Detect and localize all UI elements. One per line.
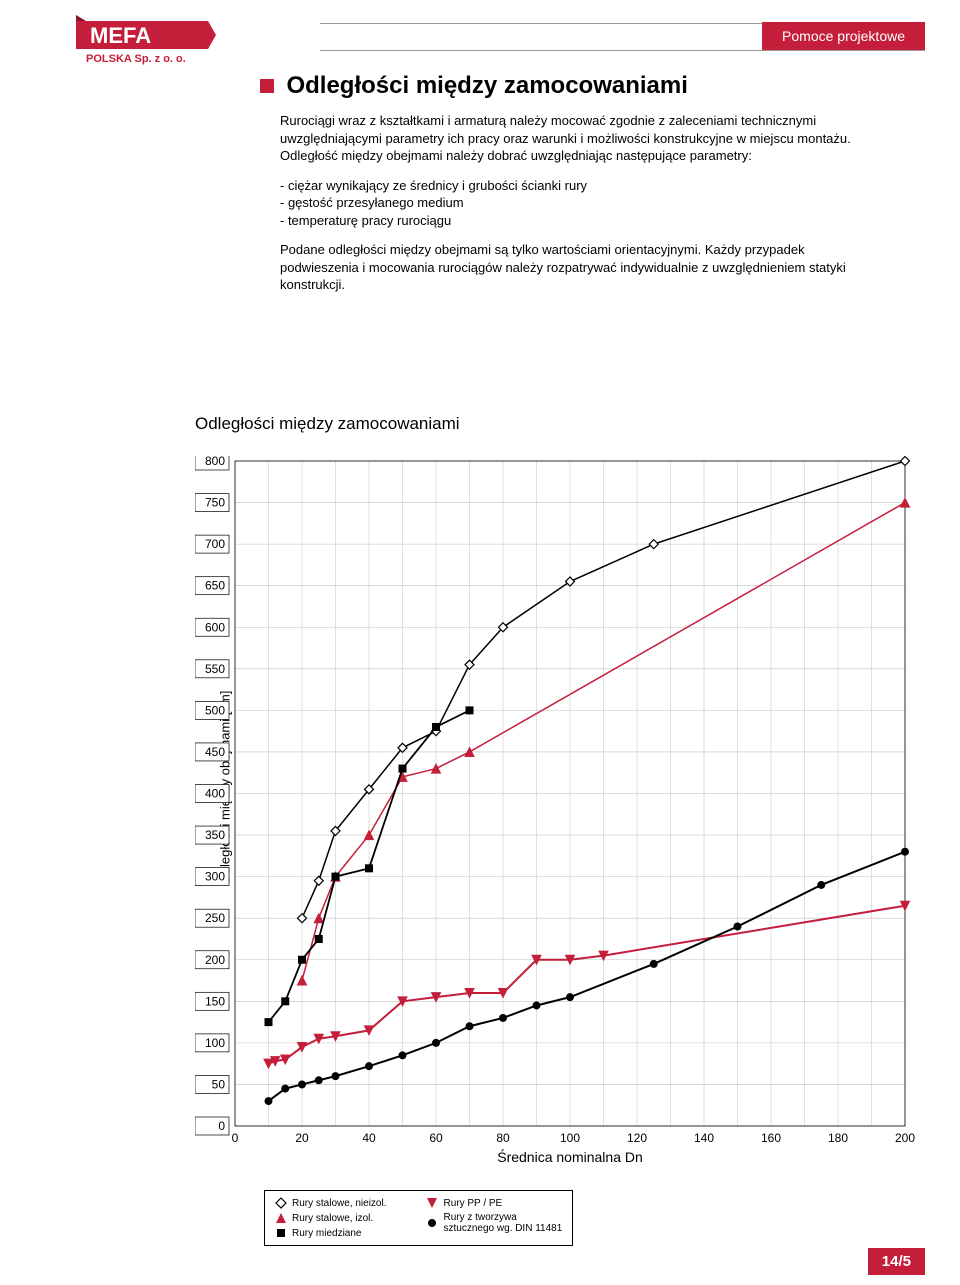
body-text: Rurociągi wraz z kształtkami i armaturą … [280,112,860,306]
legend-item: Rury stalowe, nieizol. [275,1197,386,1209]
svg-text:200: 200 [205,953,225,967]
page-header: MEFA POLSKA Sp. z o. o. Pomoce projektow… [0,10,960,60]
svg-text:350: 350 [205,828,225,842]
svg-text:0: 0 [232,1131,239,1145]
svg-text:500: 500 [205,703,225,717]
svg-text:400: 400 [205,787,225,801]
svg-text:50: 50 [212,1077,226,1091]
svg-text:80: 80 [496,1131,510,1145]
svg-text:160: 160 [761,1131,781,1145]
svg-text:100: 100 [560,1131,580,1145]
svg-text:150: 150 [205,994,225,1008]
logo-main: MEFA [90,23,151,48]
svg-text:120: 120 [627,1131,647,1145]
header-badge: Pomoce projektowe [762,22,925,50]
svg-text:60: 60 [429,1131,443,1145]
page-number: 14/5 [868,1248,925,1275]
title-block: Odległości między zamocowaniami [260,72,896,100]
svg-text:0: 0 [218,1119,225,1133]
para-1: Rurociągi wraz z kształtkami i armaturą … [280,112,860,165]
svg-text:Średnica nominalna Dn: Średnica nominalna Dn [497,1148,643,1165]
svg-text:40: 40 [362,1131,376,1145]
svg-text:600: 600 [205,620,225,634]
svg-text:100: 100 [205,1036,225,1050]
svg-text:700: 700 [205,537,225,551]
legend-item: Rury PP / PE [426,1197,562,1209]
chart-legend: Rury stalowe, nieizol. Rury stalowe, izol… [264,1190,573,1246]
svg-text:750: 750 [205,496,225,510]
bullet-2: - gęstość przesyłanego medium [280,194,860,212]
svg-text:550: 550 [205,662,225,676]
chart-title: Odległości między zamocowaniami [195,414,460,434]
logo: MEFA POLSKA Sp. z o. o. [76,15,216,72]
legend-item: Rury miedziane [275,1227,386,1239]
svg-text:20: 20 [295,1131,309,1145]
svg-text:180: 180 [828,1131,848,1145]
legend-col-1: Rury stalowe, nieizol. Rury stalowe, izol… [275,1197,386,1239]
legend-item: Rury stalowe, izol. [275,1212,386,1224]
page-title: Odległości między zamocowaniami [286,72,687,99]
logo-sub: POLSKA Sp. z o. o. [86,53,186,65]
header-rule-2 [320,50,925,51]
svg-text:800: 800 [205,456,225,468]
svg-text:140: 140 [694,1131,714,1145]
bullet-3: - temperaturę pracy rurociągu [280,212,860,230]
chart: 0501001502002503003504004505005506006507… [195,456,915,1176]
svg-text:250: 250 [205,911,225,925]
svg-text:200: 200 [895,1131,915,1145]
title-marker-icon [260,79,274,93]
para-2: Podane odległości między obejmami są tyl… [280,241,860,294]
legend-col-2: Rury PP / PE Rury z tworzywasztucznego wg… [426,1197,562,1239]
legend-item: Rury z tworzywasztucznego wg. DIN 11481 [426,1212,562,1234]
svg-text:650: 650 [205,579,225,593]
bullet-1: - ciężar wynikający ze średnicy i gruboś… [280,177,860,195]
svg-text:450: 450 [205,745,225,759]
svg-text:300: 300 [205,870,225,884]
